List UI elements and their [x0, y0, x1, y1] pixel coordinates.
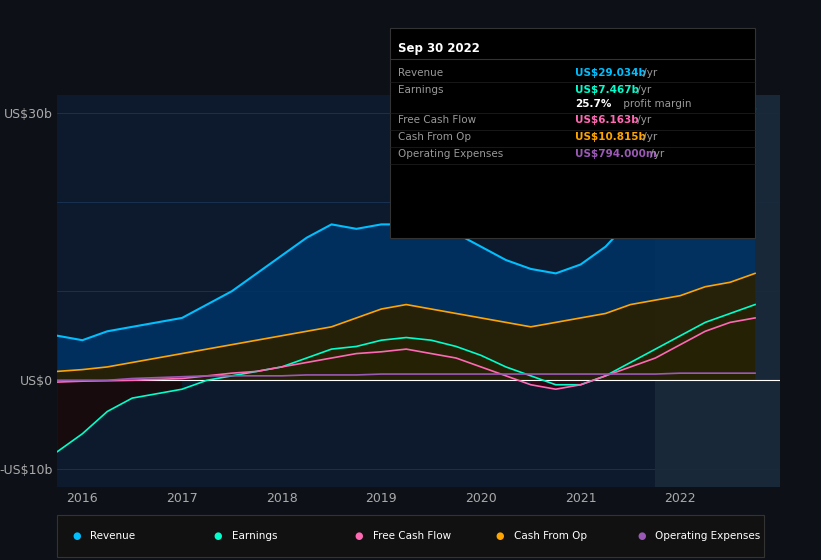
Text: ●: ● — [496, 531, 504, 541]
Text: Earnings: Earnings — [398, 85, 443, 95]
Text: ●: ● — [213, 531, 222, 541]
Text: ●: ● — [355, 531, 363, 541]
Text: Revenue: Revenue — [90, 531, 135, 541]
Text: 25.7%: 25.7% — [575, 99, 611, 109]
Text: Free Cash Flow: Free Cash Flow — [373, 531, 451, 541]
Text: /yr: /yr — [634, 115, 651, 125]
Text: /yr: /yr — [640, 132, 658, 142]
Text: US$7.467b: US$7.467b — [575, 85, 639, 95]
Text: Revenue: Revenue — [398, 68, 443, 78]
Text: profit margin: profit margin — [620, 99, 691, 109]
Text: ●: ● — [72, 531, 80, 541]
Text: Free Cash Flow: Free Cash Flow — [398, 115, 476, 125]
Text: Earnings: Earnings — [232, 531, 277, 541]
Text: Cash From Op: Cash From Op — [398, 132, 471, 142]
Text: /yr: /yr — [647, 149, 664, 159]
Text: US$6.163b: US$6.163b — [575, 115, 639, 125]
Bar — [655, 95, 780, 487]
Text: Operating Expenses: Operating Expenses — [398, 149, 503, 159]
Text: ●: ● — [637, 531, 645, 541]
Text: US$10.815b: US$10.815b — [575, 132, 645, 142]
Text: Sep 30 2022: Sep 30 2022 — [398, 42, 480, 55]
Text: Cash From Op: Cash From Op — [514, 531, 587, 541]
Text: Operating Expenses: Operating Expenses — [655, 531, 760, 541]
Text: US$794.000m: US$794.000m — [575, 149, 657, 159]
Text: /yr: /yr — [640, 68, 658, 78]
Text: /yr: /yr — [634, 85, 651, 95]
Text: US$29.034b: US$29.034b — [575, 68, 645, 78]
